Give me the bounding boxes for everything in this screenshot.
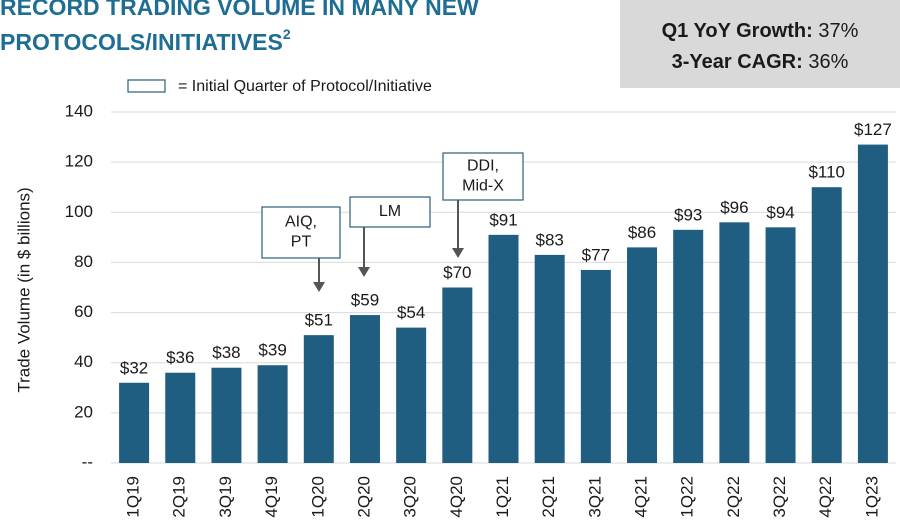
x-tick-label: 4Q19 bbox=[262, 476, 281, 518]
bar bbox=[627, 247, 658, 463]
stat-value: 36% bbox=[808, 51, 848, 73]
callout-text: Mid-X bbox=[462, 178, 504, 195]
value-label: $110 bbox=[808, 163, 845, 182]
value-label: $93 bbox=[674, 205, 702, 224]
bar bbox=[811, 187, 842, 463]
x-tick-label: 4Q22 bbox=[816, 476, 835, 518]
stat-label: Q1 YoY Growth: bbox=[662, 20, 813, 42]
y-tick-label: 40 bbox=[74, 352, 93, 371]
title-footnote: 2 bbox=[283, 26, 291, 42]
y-tick-label: 140 bbox=[65, 101, 93, 120]
title-line: PROTOCOLS/INITIATIVES bbox=[0, 29, 283, 55]
value-label: $96 bbox=[720, 198, 748, 217]
stat: 3-Year CAGR: 36% bbox=[672, 51, 849, 73]
callout-box bbox=[261, 206, 341, 259]
legend-text: = Initial Quarter of Protocol/Initiative bbox=[178, 78, 432, 95]
callout-box bbox=[442, 152, 524, 201]
stat: Q1 YoY Growth: 37% bbox=[662, 20, 859, 42]
value-label: $70 bbox=[443, 263, 471, 282]
chart-title: PROTOCOLS/INITIATIVES2 bbox=[0, 26, 291, 55]
value-label: $127 bbox=[854, 120, 892, 139]
chart-title: RECORD TRADING VOLUME IN MANY NEW bbox=[0, 0, 479, 20]
bar bbox=[719, 222, 750, 463]
bar bbox=[349, 315, 380, 463]
x-tick-label: 3Q21 bbox=[585, 476, 604, 518]
value-label: $32 bbox=[120, 358, 148, 377]
value-label: $36 bbox=[166, 348, 194, 367]
callout-arrowhead bbox=[452, 248, 464, 258]
x-tick-label: 4Q20 bbox=[447, 476, 466, 518]
x-tick-label: 3Q20 bbox=[401, 476, 420, 518]
y-tick-label: 120 bbox=[65, 152, 93, 171]
x-tick-label: 1Q19 bbox=[124, 476, 143, 518]
callout-box bbox=[349, 196, 431, 228]
value-label: $39 bbox=[258, 341, 286, 360]
x-tick-label: 4Q21 bbox=[632, 476, 651, 518]
bar bbox=[534, 254, 565, 463]
x-tick-label: 2Q20 bbox=[354, 476, 373, 518]
x-tick-label: 1Q23 bbox=[862, 476, 881, 518]
bar bbox=[488, 234, 519, 463]
bar bbox=[442, 287, 473, 463]
bar bbox=[673, 229, 704, 463]
y-tick-label: 20 bbox=[74, 402, 93, 421]
value-label: $38 bbox=[212, 343, 240, 362]
value-label: $86 bbox=[628, 223, 656, 242]
value-label: $91 bbox=[489, 210, 517, 229]
y-tick-label: -- bbox=[82, 452, 93, 471]
bar bbox=[857, 144, 888, 464]
x-tick-label: 2Q19 bbox=[170, 476, 189, 518]
callout-text: AIQ, bbox=[285, 214, 317, 231]
value-label: $94 bbox=[766, 203, 794, 222]
x-tick-label: 3Q19 bbox=[216, 476, 235, 518]
stats-box bbox=[620, 0, 900, 88]
y-axis-title: Trade Volume (in $ billions) bbox=[14, 187, 33, 392]
stat-label: 3-Year CAGR: bbox=[672, 51, 803, 73]
bar bbox=[119, 382, 150, 463]
callout-text: LM bbox=[379, 203, 401, 220]
callout-arrowhead bbox=[358, 267, 370, 277]
callout-arrowhead bbox=[313, 282, 325, 292]
callout-text: DDI, bbox=[467, 158, 499, 175]
x-tick-label: 1Q20 bbox=[308, 476, 327, 518]
value-label: $77 bbox=[582, 245, 610, 264]
bar bbox=[396, 327, 427, 463]
x-tick-label: 2Q21 bbox=[539, 476, 558, 518]
x-tick-label: 3Q22 bbox=[770, 476, 789, 518]
value-label: $59 bbox=[351, 291, 379, 310]
x-tick-label: 1Q21 bbox=[493, 476, 512, 518]
value-label: $54 bbox=[397, 303, 425, 322]
y-tick-label: 100 bbox=[65, 202, 93, 221]
y-tick-label: 60 bbox=[74, 302, 93, 321]
x-tick-label: 2Q22 bbox=[724, 476, 743, 518]
value-label: $51 bbox=[305, 311, 333, 330]
bar bbox=[303, 335, 334, 463]
bar bbox=[211, 367, 242, 463]
y-tick-label: 80 bbox=[74, 252, 93, 271]
bar bbox=[257, 365, 288, 463]
callout-text: PT bbox=[291, 234, 312, 251]
bar bbox=[765, 227, 796, 463]
legend-swatch bbox=[127, 79, 166, 93]
stat-value: 37% bbox=[818, 20, 858, 42]
bar bbox=[165, 372, 196, 463]
bar bbox=[580, 269, 611, 463]
value-label: $83 bbox=[535, 230, 563, 249]
x-tick-label: 1Q22 bbox=[678, 476, 697, 518]
